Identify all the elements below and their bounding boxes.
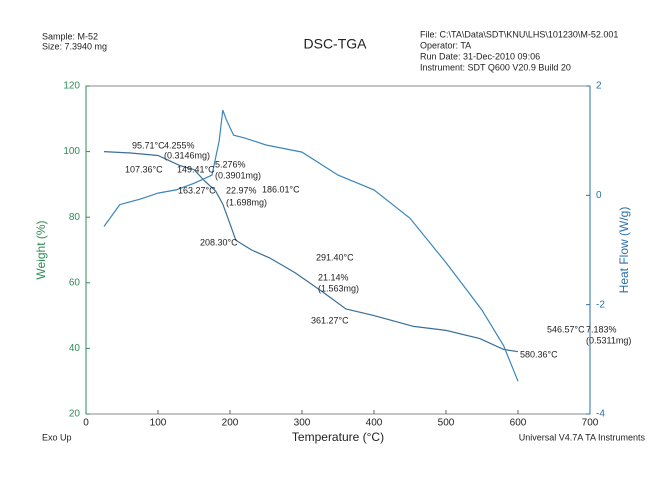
x-axis-label: Temperature (°C) bbox=[292, 430, 384, 444]
annotation: (0.3901mg) bbox=[215, 170, 261, 180]
x-tick-label: 600 bbox=[510, 418, 527, 429]
y-tick-label: 20 bbox=[69, 409, 81, 420]
annotation: 95.71°C bbox=[132, 140, 165, 150]
annotation: (0.5311mg) bbox=[586, 335, 631, 345]
annotation: (1.698mg) bbox=[226, 197, 267, 207]
annotation: (0.3146mg) bbox=[164, 150, 210, 160]
y2-tick-label: 2 bbox=[596, 81, 602, 92]
annotation: 186.01°C bbox=[262, 184, 300, 194]
x-tick-label: 200 bbox=[222, 418, 239, 429]
y-tick-label: 80 bbox=[69, 212, 81, 223]
header-text: Operator: TA bbox=[420, 40, 471, 50]
y-tick-label: 120 bbox=[63, 81, 80, 92]
y-tick-label: 40 bbox=[69, 343, 81, 354]
annotation: 107.36°C bbox=[125, 164, 163, 174]
x-tick-label: 100 bbox=[150, 418, 167, 429]
x-tick-label: 0 bbox=[83, 418, 89, 429]
series-line bbox=[103, 109, 519, 382]
annotation: 4.255% bbox=[164, 140, 195, 150]
y2-axis-label: Heat Flow (W/g) bbox=[617, 207, 631, 294]
annotation: 22.97% bbox=[226, 185, 257, 195]
y2-tick-label: -2 bbox=[596, 299, 605, 310]
annotation: 21.14% bbox=[318, 272, 349, 282]
footer-right: Universal V4.7A TA Instruments bbox=[519, 432, 646, 442]
x-tick-label: 400 bbox=[366, 418, 383, 429]
y-tick-label: 100 bbox=[63, 146, 80, 157]
y2-tick-label: -4 bbox=[596, 409, 605, 420]
annotation: 291.40°C bbox=[316, 252, 354, 262]
x-tick-label: 700 bbox=[582, 418, 599, 429]
chart-title: DSC-TGA bbox=[304, 36, 368, 52]
annotation: 5.276% bbox=[215, 159, 246, 169]
header-text: Size: 7.3940 mg bbox=[42, 41, 107, 51]
annotation: 580.36°C bbox=[520, 349, 558, 359]
annotation: (1.563mg) bbox=[318, 283, 359, 293]
series-line bbox=[103, 151, 519, 353]
y2-tick-label: 0 bbox=[596, 190, 602, 201]
annotation: 546.57°C bbox=[547, 324, 585, 334]
header-text: File: C:\TA\Data\SDT\KNU\LHS\101230\M-52… bbox=[420, 29, 618, 39]
footer-left: Exo Up bbox=[42, 432, 72, 442]
header-text: Sample: M-52 bbox=[42, 31, 98, 41]
annotation: 208.30°C bbox=[200, 237, 238, 247]
annotation: 163.27°C bbox=[178, 185, 216, 195]
y-tick-label: 60 bbox=[69, 277, 81, 288]
annotation: 7.183% bbox=[586, 324, 617, 334]
x-tick-label: 500 bbox=[438, 418, 455, 429]
header-text: Run Date: 31-Dec-2010 09:06 bbox=[420, 51, 540, 61]
y-axis-label: Weight (%) bbox=[34, 220, 48, 279]
header-text: Instrument: SDT Q600 V20.9 Build 20 bbox=[420, 62, 571, 72]
annotation: 361.27°C bbox=[311, 315, 349, 325]
annotation: 149.41°C bbox=[177, 164, 215, 174]
x-tick-label: 300 bbox=[294, 418, 311, 429]
